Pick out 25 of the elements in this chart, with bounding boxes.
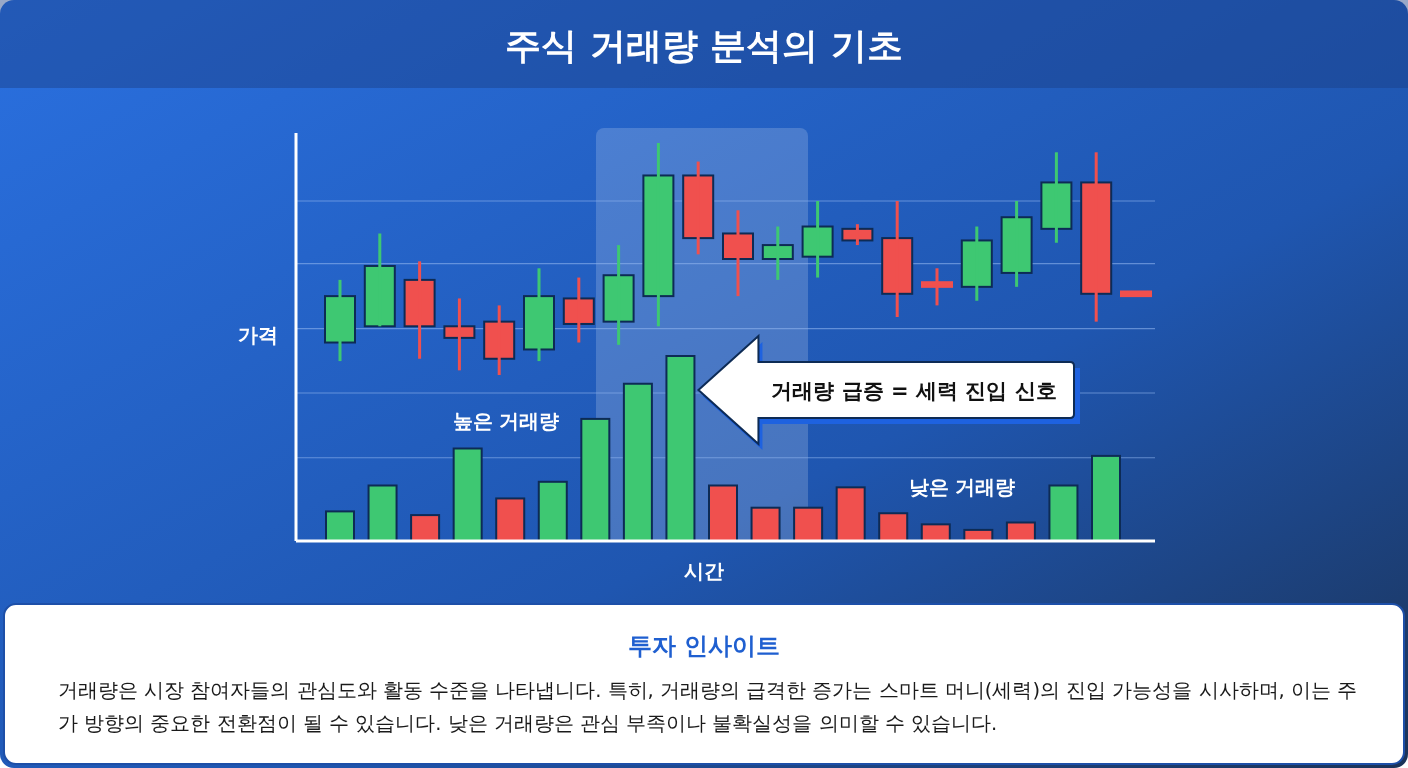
- bar: [1048, 484, 1079, 542]
- bar: [622, 382, 653, 542]
- bar: [750, 506, 781, 542]
- bar: [793, 506, 824, 542]
- bar: [495, 497, 526, 542]
- annotation: 거래량 급증 = 세력 진입 신호: [771, 379, 1057, 403]
- bar: [325, 510, 355, 542]
- bar: [708, 484, 738, 542]
- text: 투자 인사이트: [627, 632, 781, 660]
- bar: [665, 355, 696, 542]
- bar: [367, 484, 398, 542]
- bar: [537, 480, 568, 542]
- bar: [1091, 454, 1121, 542]
- bar: [920, 523, 951, 542]
- bar: [580, 417, 611, 542]
- x-axis-title: 시간: [684, 559, 724, 583]
- bar: [878, 512, 909, 542]
- chart-title: 주식 거래량 분석의 기초: [505, 25, 903, 66]
- bar: [452, 447, 483, 542]
- annotation: 낮은 거래량: [908, 475, 1016, 499]
- y-axis-title: 가격: [238, 323, 278, 347]
- text: 거래량은 시장 참여자들의 관심도와 활동 수준을 나타냅니다. 특히, 거래량의 급격한 증가는 스마트 머니(세력)의 진입 가능성을 시사하며, 이는 주가 방향의 중요한 전환점이 될 수 있습니다. 낮은 거래량은 관심 부족이나 불확실성을 의미할 수 있습니다.: [58, 678, 1358, 737]
- bar: [410, 514, 441, 542]
- bar: [835, 486, 866, 542]
- annotation: 높은 거래량: [452, 409, 560, 433]
